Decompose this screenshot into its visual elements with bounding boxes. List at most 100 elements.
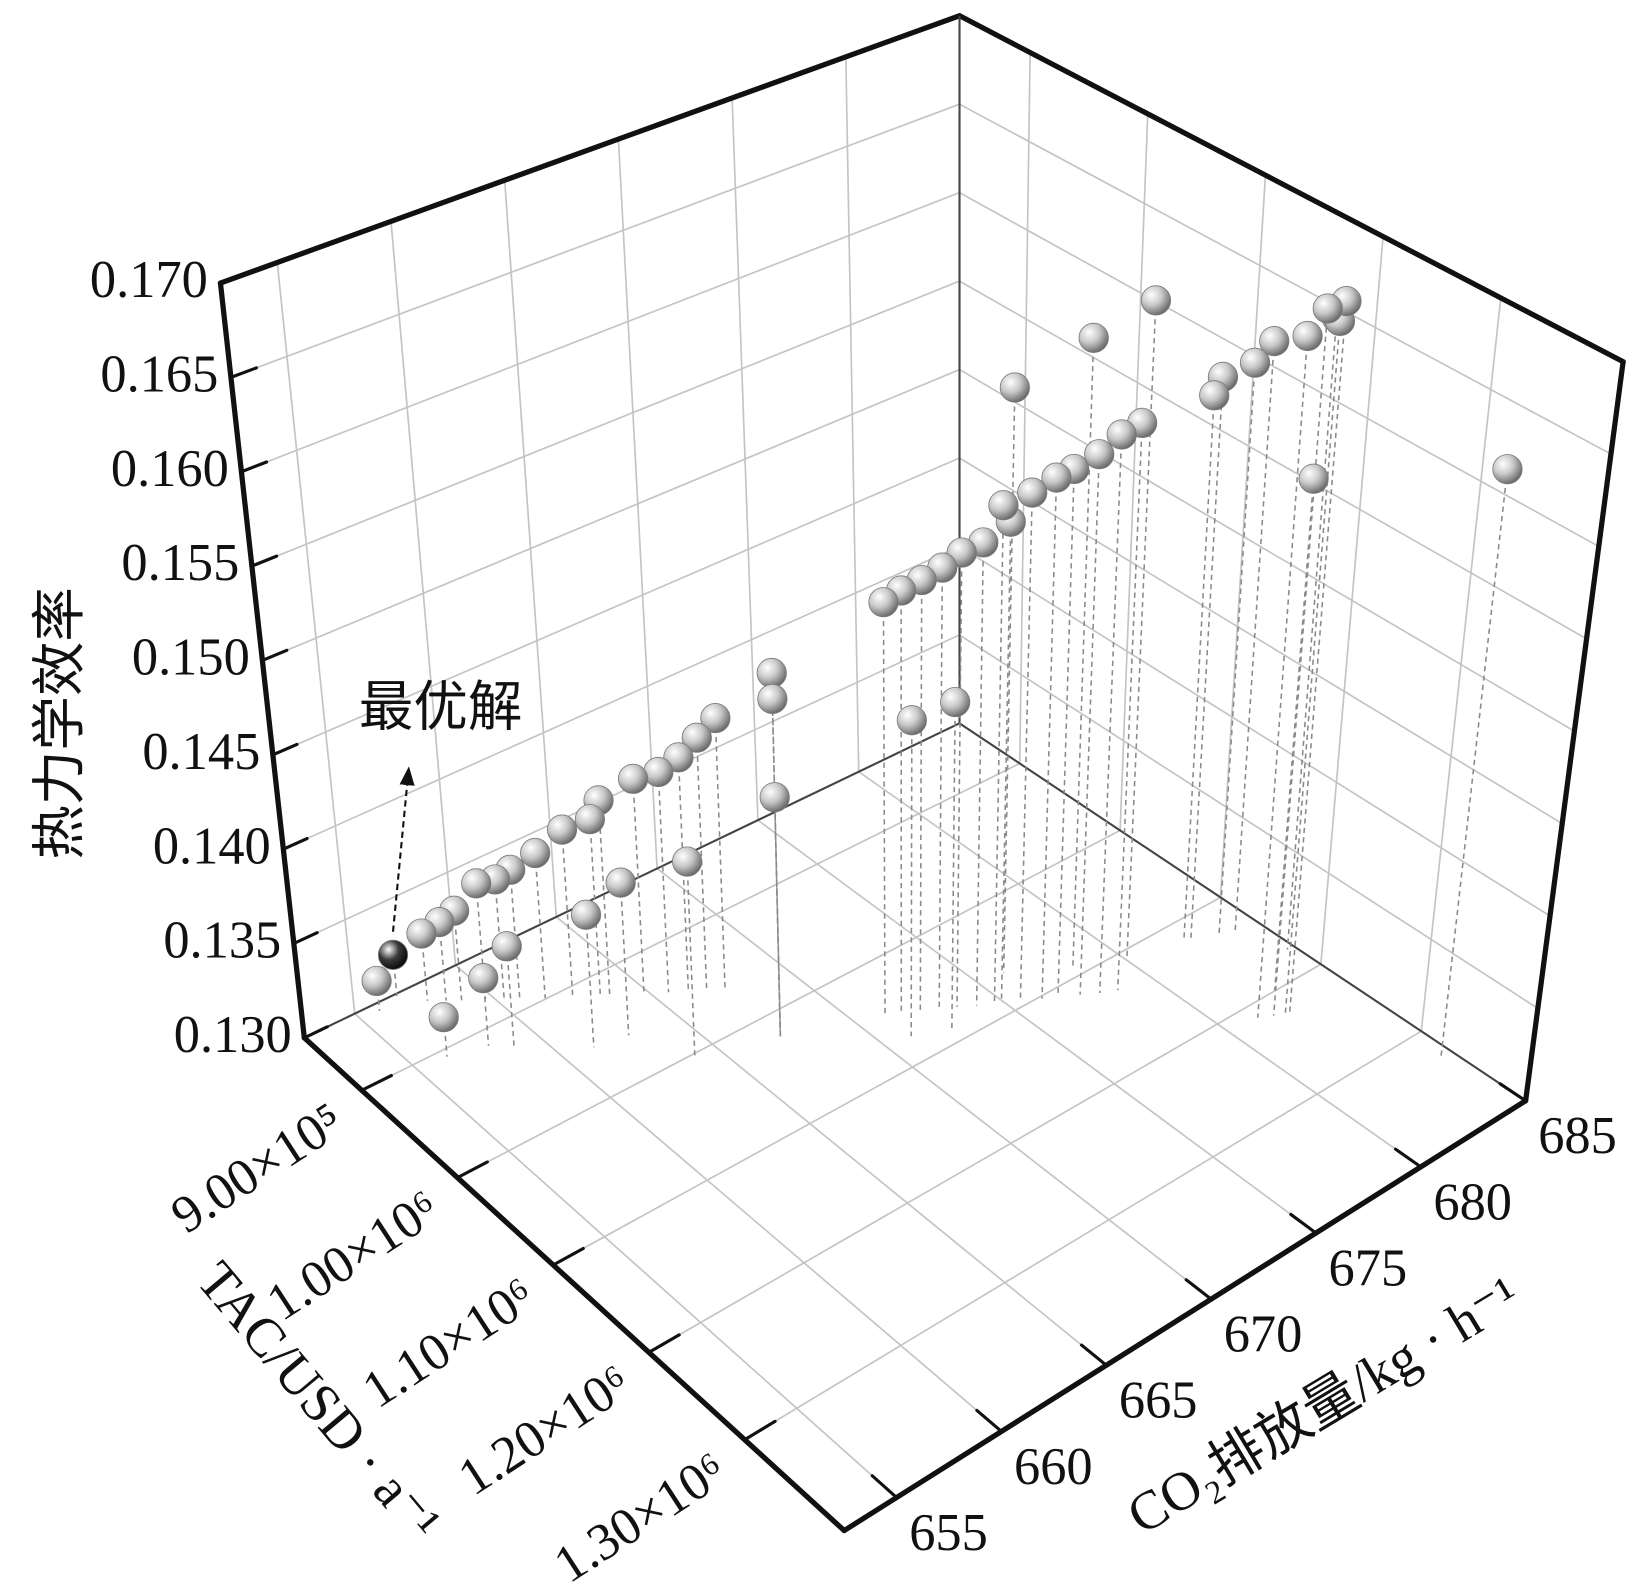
grid-line [276, 262, 356, 1014]
drop-line [1286, 317, 1338, 950]
axis-edge [1523, 359, 1626, 1104]
y-tick [1079, 1343, 1108, 1367]
box-edge [958, 722, 1527, 1102]
grid-line [361, 762, 1021, 1092]
grid-line [283, 545, 960, 850]
labels: 热力学效率 TAC/USD · a⁻¹ CO₂排放量/kg · h⁻¹ 最优解 … [29, 251, 1617, 1583]
drop-line [975, 542, 985, 1006]
grid-line [241, 191, 960, 473]
x-tick-label: 9.00×10⁵ [161, 1092, 354, 1245]
z-tick [271, 742, 299, 757]
drop-line [1284, 320, 1341, 1014]
grid-line [272, 457, 960, 756]
drop-line [1190, 376, 1224, 939]
z-tick [229, 366, 259, 379]
drop-line [1041, 477, 1058, 999]
point [757, 683, 788, 715]
drop-line [597, 800, 611, 996]
y-tick [1184, 1278, 1213, 1301]
drop-line [1098, 434, 1123, 994]
point [1106, 419, 1137, 450]
point [468, 963, 499, 994]
grid-line [858, 771, 1422, 1168]
grid-line [251, 280, 960, 567]
drop-line [585, 914, 595, 1048]
x-tick [455, 1160, 489, 1180]
point [605, 867, 636, 898]
z-tick-label: 0.165 [100, 346, 218, 404]
drop-line [919, 580, 923, 1012]
point [672, 846, 703, 877]
point [406, 918, 437, 949]
grid-line [454, 964, 1003, 1433]
x-tick-label: 1.00×10⁶ [257, 1179, 450, 1332]
drop-line [1183, 395, 1216, 939]
axis-edge [956, 13, 1626, 365]
y-tick [975, 1408, 1004, 1433]
point [988, 490, 1019, 521]
grid-line [744, 1030, 1422, 1441]
z-tick [218, 272, 248, 285]
y-tick-label: 675 [1329, 1239, 1408, 1297]
drop-line [956, 552, 963, 1007]
point [617, 763, 649, 794]
points [361, 285, 1523, 1033]
y-tick [1393, 1147, 1423, 1169]
point [361, 965, 392, 997]
grid-line [959, 457, 1563, 825]
point [759, 782, 790, 813]
drop-line [1234, 341, 1276, 933]
drop-line [1288, 301, 1348, 1014]
z-tick [250, 554, 279, 568]
z-tick-label: 0.130 [174, 1006, 292, 1064]
drop-line [1072, 337, 1095, 966]
drop-line [686, 861, 696, 1058]
drop-line [1000, 521, 1012, 1003]
grid-line [1420, 297, 1502, 1032]
grid-line [1219, 175, 1267, 898]
y-tick-label: 655 [909, 1504, 988, 1562]
point [896, 705, 927, 736]
drop-line [1079, 454, 1101, 995]
grid-line [457, 829, 1121, 1179]
drop-line [1272, 308, 1329, 1016]
grid-line [959, 545, 1551, 917]
drop-line [1002, 387, 1016, 974]
y-tick-label: 660 [1014, 1438, 1093, 1496]
drop-line [951, 702, 956, 1033]
drop-line [505, 946, 515, 1046]
point [1017, 477, 1048, 508]
z-tick-label: 0.170 [90, 251, 208, 309]
point [868, 587, 899, 618]
drop-line [1440, 469, 1509, 1058]
grid-line [648, 963, 1322, 1354]
grid-line [503, 180, 558, 917]
z-tick [260, 648, 289, 663]
drop-line [773, 797, 782, 1037]
drop-line [1057, 468, 1075, 997]
z-tick [281, 836, 309, 851]
point [940, 686, 971, 718]
point [1199, 380, 1230, 411]
y-tick-label: 665 [1119, 1372, 1198, 1430]
grid-line [262, 368, 960, 662]
x-tick-label: 1.10×10⁶ [352, 1266, 545, 1419]
z-axis-title: 热力学效率 [29, 587, 90, 860]
z-tick-label: 0.160 [111, 440, 229, 498]
drop-line [509, 869, 521, 999]
point [570, 899, 602, 930]
z-tick-label: 0.150 [132, 629, 250, 687]
point [1292, 320, 1323, 352]
z-tick-label: 0.155 [121, 534, 239, 592]
x-tick [360, 1074, 393, 1092]
point [546, 814, 578, 845]
axis-edge [301, 1035, 847, 1534]
z-tick [302, 1025, 329, 1040]
drop-lines [375, 300, 1509, 1058]
drop-line [632, 778, 645, 994]
drop-line [1256, 335, 1309, 1018]
grid-line [1320, 236, 1384, 965]
grid-line [844, 56, 860, 772]
grid-line [959, 103, 1612, 455]
point [1239, 347, 1271, 378]
